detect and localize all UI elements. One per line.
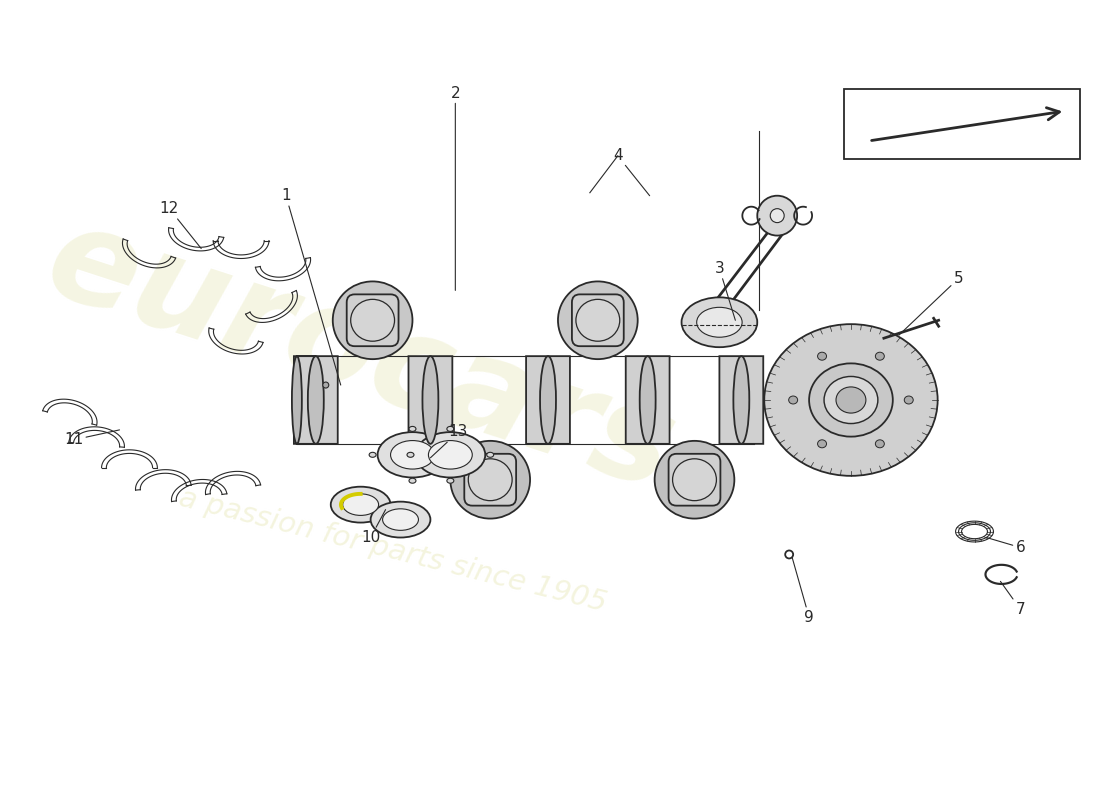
Text: 10: 10 bbox=[361, 510, 386, 545]
Ellipse shape bbox=[343, 494, 378, 515]
Text: 7: 7 bbox=[1000, 582, 1025, 617]
Text: 11: 11 bbox=[64, 430, 120, 447]
Text: 6: 6 bbox=[987, 538, 1025, 555]
Ellipse shape bbox=[409, 426, 416, 431]
Ellipse shape bbox=[876, 352, 884, 360]
Ellipse shape bbox=[422, 356, 439, 444]
Ellipse shape bbox=[409, 478, 416, 483]
Text: 4: 4 bbox=[613, 148, 650, 196]
Ellipse shape bbox=[390, 441, 435, 469]
Ellipse shape bbox=[331, 486, 390, 522]
Ellipse shape bbox=[810, 363, 893, 437]
Ellipse shape bbox=[383, 509, 418, 530]
Text: eurocars: eurocars bbox=[32, 195, 690, 517]
Ellipse shape bbox=[292, 356, 301, 444]
Ellipse shape bbox=[757, 196, 798, 235]
FancyBboxPatch shape bbox=[572, 294, 624, 346]
FancyBboxPatch shape bbox=[526, 356, 570, 444]
Ellipse shape bbox=[540, 356, 556, 444]
Text: 9: 9 bbox=[792, 558, 814, 625]
Ellipse shape bbox=[308, 356, 323, 444]
FancyBboxPatch shape bbox=[626, 356, 670, 444]
Ellipse shape bbox=[416, 432, 485, 478]
Ellipse shape bbox=[770, 209, 784, 222]
FancyBboxPatch shape bbox=[464, 454, 516, 506]
Ellipse shape bbox=[447, 426, 454, 431]
Ellipse shape bbox=[428, 441, 472, 469]
FancyBboxPatch shape bbox=[346, 294, 398, 346]
Text: 13: 13 bbox=[430, 424, 468, 458]
Ellipse shape bbox=[558, 282, 638, 359]
Ellipse shape bbox=[351, 299, 395, 342]
Text: 2: 2 bbox=[451, 86, 460, 290]
FancyBboxPatch shape bbox=[669, 454, 720, 506]
Ellipse shape bbox=[672, 458, 716, 501]
Ellipse shape bbox=[789, 396, 797, 404]
Circle shape bbox=[785, 550, 793, 558]
Ellipse shape bbox=[817, 440, 826, 448]
Ellipse shape bbox=[734, 356, 749, 444]
Ellipse shape bbox=[322, 382, 329, 388]
Ellipse shape bbox=[469, 458, 513, 501]
Ellipse shape bbox=[449, 452, 455, 458]
Ellipse shape bbox=[407, 452, 414, 458]
Ellipse shape bbox=[682, 298, 757, 347]
Ellipse shape bbox=[640, 356, 656, 444]
FancyBboxPatch shape bbox=[408, 356, 452, 444]
Ellipse shape bbox=[486, 452, 494, 458]
Text: 3: 3 bbox=[715, 261, 736, 320]
Ellipse shape bbox=[836, 387, 866, 413]
Ellipse shape bbox=[447, 478, 454, 483]
Ellipse shape bbox=[371, 502, 430, 538]
Ellipse shape bbox=[377, 432, 448, 478]
Ellipse shape bbox=[696, 307, 742, 338]
FancyBboxPatch shape bbox=[719, 356, 763, 444]
Ellipse shape bbox=[370, 452, 376, 458]
Text: 1: 1 bbox=[282, 188, 341, 385]
Ellipse shape bbox=[450, 441, 530, 518]
Text: a passion for parts since 1905: a passion for parts since 1905 bbox=[176, 484, 609, 618]
Ellipse shape bbox=[824, 377, 878, 423]
Text: 12: 12 bbox=[160, 201, 201, 249]
Ellipse shape bbox=[333, 282, 412, 359]
Ellipse shape bbox=[876, 440, 884, 448]
Ellipse shape bbox=[654, 441, 735, 518]
Ellipse shape bbox=[764, 324, 937, 476]
Ellipse shape bbox=[817, 352, 826, 360]
Ellipse shape bbox=[904, 396, 913, 404]
FancyBboxPatch shape bbox=[294, 356, 338, 444]
Ellipse shape bbox=[576, 299, 619, 342]
Text: 5: 5 bbox=[899, 271, 964, 335]
